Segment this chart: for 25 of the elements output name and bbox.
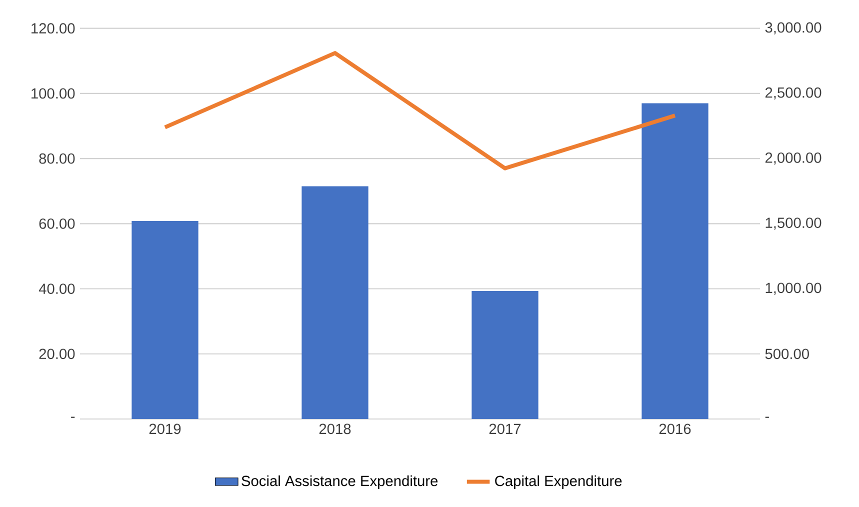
- y2-tick-label: 500.00: [765, 348, 809, 360]
- x-tick-label: 2016: [659, 424, 691, 434]
- bar: [302, 186, 368, 419]
- y2-tick-label: -: [765, 416, 769, 418]
- y2-tick-label: 1,000.00: [766, 282, 822, 295]
- legend-label: Social Assistance Expenditure: [242, 475, 438, 490]
- legend-label: Capital Expenditure: [495, 475, 622, 490]
- y-tick-label: 40.00: [38, 284, 75, 294]
- y2-tick-label: 2,500.00: [765, 87, 822, 100]
- y-tick-label: -: [71, 416, 75, 418]
- x-tick-label: 2017: [489, 424, 521, 434]
- line-series: [163, 51, 678, 170]
- y-tick-label: 120.00: [32, 23, 75, 34]
- y-tick-label: 60.00: [39, 218, 75, 229]
- x-tick-label: 2019: [149, 424, 181, 434]
- y2-tick-label: 3,000.00: [765, 22, 822, 34]
- bar: [472, 291, 538, 419]
- y2-tick-label: 2,000.00: [765, 152, 822, 165]
- x-tick-label: 2018: [319, 424, 351, 434]
- y-tick-label: 80.00: [39, 153, 75, 164]
- y-tick-label: 100.00: [32, 88, 75, 99]
- y-tick-label: 20.00: [39, 348, 75, 360]
- bar: [132, 221, 198, 419]
- y2-tick-label: 1,500.00: [766, 218, 822, 230]
- bar: [642, 103, 708, 419]
